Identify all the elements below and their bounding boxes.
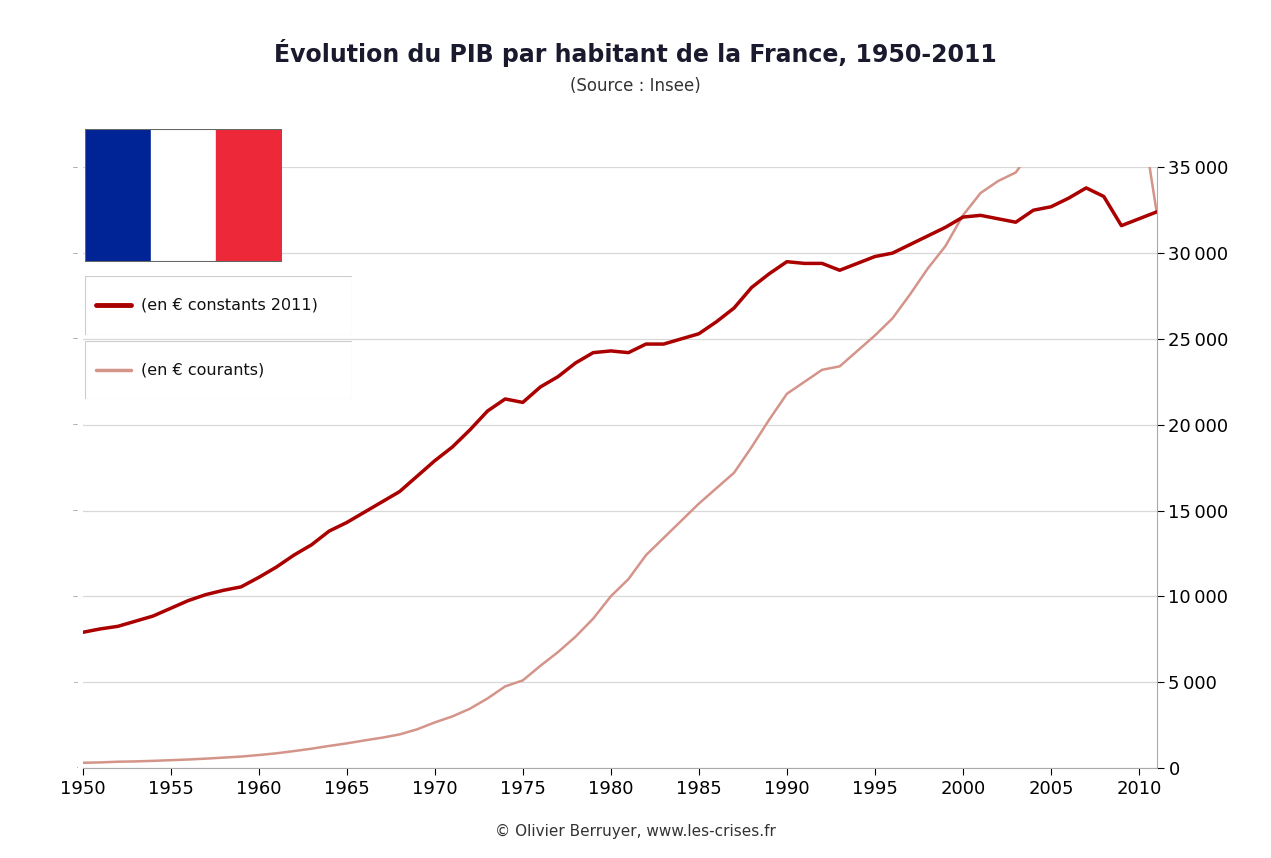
Text: (en € constants 2011): (en € constants 2011) (141, 298, 318, 313)
Text: © Olivier Berruyer, www.les-crises.fr: © Olivier Berruyer, www.les-crises.fr (496, 824, 775, 839)
Bar (151, 129, 216, 262)
Text: (en € courants): (en € courants) (141, 362, 264, 378)
Bar (85, 129, 151, 262)
Text: Évolution du PIB par habitant de la France, 1950-2011: Évolution du PIB par habitant de la Fran… (275, 39, 996, 67)
Text: (Source : Insee): (Source : Insee) (571, 77, 700, 95)
Bar (216, 129, 282, 262)
